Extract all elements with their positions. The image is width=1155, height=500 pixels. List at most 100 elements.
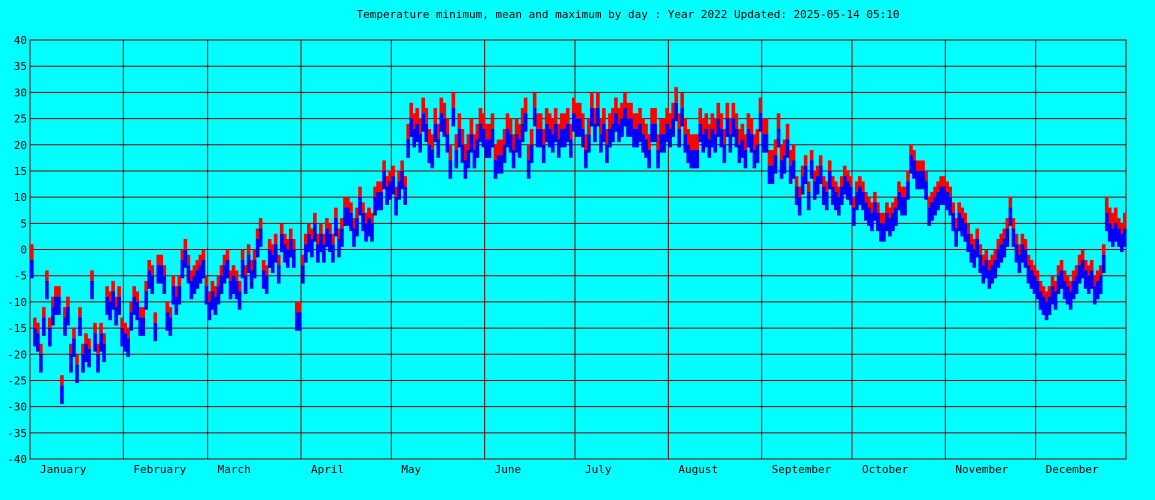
mean-bar bbox=[599, 134, 603, 153]
y-tick-label: -25 bbox=[7, 374, 27, 387]
max-bar bbox=[123, 322, 127, 334]
y-tick-label: 15 bbox=[14, 165, 27, 178]
max-bar bbox=[972, 239, 977, 250]
mean-bar bbox=[310, 239, 314, 258]
mean-bar bbox=[1029, 270, 1034, 289]
max-bar bbox=[189, 270, 194, 281]
max-bar bbox=[888, 207, 892, 219]
max-bar bbox=[867, 197, 871, 208]
mean-bar bbox=[891, 212, 895, 232]
max-bar bbox=[969, 233, 974, 245]
mean-bar bbox=[999, 244, 1004, 263]
max-bar bbox=[523, 97, 528, 114]
max-bar bbox=[1056, 265, 1061, 276]
mean-bar bbox=[888, 218, 892, 237]
max-bar bbox=[794, 176, 799, 187]
max-bar bbox=[864, 191, 868, 203]
max-bar bbox=[39, 343, 43, 355]
max-bar bbox=[397, 170, 401, 182]
mean-bar bbox=[812, 181, 817, 200]
max-bar bbox=[174, 286, 179, 297]
mean-bar bbox=[451, 108, 456, 127]
max-bar bbox=[304, 233, 308, 245]
mean-bar bbox=[885, 212, 889, 232]
mean-bar bbox=[469, 134, 474, 153]
x-axis-months: January February March April May June July Augu… bbox=[40, 463, 1099, 476]
max-bar bbox=[439, 97, 444, 114]
mean-bar bbox=[1020, 244, 1025, 263]
mean-bar bbox=[1023, 249, 1028, 268]
mean-bar bbox=[171, 286, 176, 305]
mean-bar bbox=[288, 239, 293, 258]
max-bar bbox=[502, 129, 507, 145]
max-bar bbox=[746, 113, 751, 130]
max-bar bbox=[942, 176, 946, 187]
mean-bar bbox=[933, 197, 937, 216]
mean-bar bbox=[671, 118, 675, 137]
max-bar bbox=[716, 102, 721, 119]
mean-bar bbox=[668, 129, 672, 148]
max-bar bbox=[1014, 233, 1019, 245]
max-bar bbox=[325, 218, 329, 229]
mean-bar bbox=[1002, 239, 1007, 258]
max-bar bbox=[99, 322, 103, 334]
mean-bar bbox=[1110, 228, 1115, 247]
mean-bar bbox=[593, 123, 597, 143]
mean-bar bbox=[740, 139, 745, 158]
mean-bar bbox=[159, 265, 164, 284]
max-bar bbox=[758, 97, 763, 114]
mean-bar bbox=[1104, 212, 1109, 232]
mean-bar bbox=[529, 144, 534, 164]
mean-bar bbox=[972, 249, 977, 268]
mean-bar bbox=[42, 317, 46, 336]
mean-bar bbox=[340, 228, 344, 247]
month-label: February bbox=[133, 463, 186, 476]
mean-bar bbox=[1041, 296, 1046, 315]
max-bar bbox=[833, 181, 838, 192]
max-bar bbox=[689, 134, 694, 150]
max-bar bbox=[1026, 254, 1031, 266]
mean-bar bbox=[1032, 275, 1037, 295]
mean-bar bbox=[629, 118, 633, 137]
max-bar bbox=[204, 275, 209, 287]
mean-bar bbox=[1080, 259, 1085, 279]
mean-bar bbox=[1092, 286, 1097, 305]
mean-bar bbox=[626, 118, 630, 137]
max-bar bbox=[75, 354, 79, 365]
max-bar bbox=[782, 139, 787, 156]
max-bar bbox=[559, 113, 564, 130]
mean-bar bbox=[731, 118, 736, 137]
max-bar bbox=[975, 228, 980, 240]
mean-bar bbox=[574, 118, 579, 137]
mean-bar bbox=[596, 108, 600, 127]
mean-bar bbox=[544, 123, 549, 143]
max-bar bbox=[1113, 207, 1118, 224]
mean-bar bbox=[605, 144, 609, 164]
mean-bar bbox=[954, 228, 958, 247]
max-bar bbox=[520, 108, 525, 124]
mean-bar bbox=[755, 144, 760, 164]
mean-bar bbox=[827, 170, 832, 190]
mean-bar bbox=[1035, 280, 1040, 300]
max-bar bbox=[776, 113, 781, 130]
max-bar bbox=[249, 259, 254, 271]
mean-bar bbox=[1077, 265, 1082, 284]
max-bar bbox=[584, 134, 588, 150]
mean-bar bbox=[276, 265, 281, 284]
max-bar bbox=[300, 254, 305, 266]
max-bar bbox=[1092, 275, 1097, 287]
max-bar bbox=[839, 176, 844, 187]
mean-bar bbox=[1005, 228, 1010, 247]
mean-bar bbox=[264, 275, 269, 295]
mean-bar bbox=[632, 129, 636, 148]
mean-bar bbox=[252, 259, 257, 279]
mean-bar bbox=[897, 191, 901, 211]
max-bar bbox=[102, 333, 106, 344]
max-bar bbox=[927, 197, 931, 208]
max-bar bbox=[963, 212, 968, 224]
mean-bar bbox=[520, 123, 525, 143]
max-bar bbox=[1020, 233, 1025, 245]
mean-bar bbox=[541, 144, 546, 164]
max-bar bbox=[960, 207, 965, 219]
max-bar bbox=[382, 160, 386, 171]
